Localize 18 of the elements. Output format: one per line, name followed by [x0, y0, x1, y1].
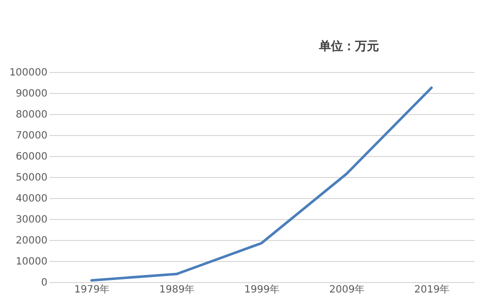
y-tick-label: 100000 [9, 68, 48, 78]
x-tick-label: 1989年 [159, 284, 195, 295]
y-tick-label: 80000 [16, 110, 48, 120]
y-tick-label: 60000 [16, 152, 48, 162]
x-tick-label: 2019年 [414, 284, 450, 295]
line-series [90, 86, 433, 282]
text: 单位：万元 [318, 39, 379, 53]
y-tick-label: 20000 [16, 236, 48, 246]
x-tick-label: 2009年 [329, 284, 365, 295]
y-tick-label: 70000 [16, 130, 48, 142]
y-tick-label: 90000 [16, 88, 48, 100]
y-tick-label: 50000 [16, 172, 48, 184]
y-tick-label: 40000 [16, 194, 48, 204]
x-tick-label: 1979年 [74, 284, 110, 295]
y-tick-label: 0 [41, 278, 48, 288]
y-tick-label: 30000 [16, 214, 48, 226]
y-tick-label: 10000 [16, 256, 48, 268]
x-tick-label: 1999年 [244, 284, 280, 295]
